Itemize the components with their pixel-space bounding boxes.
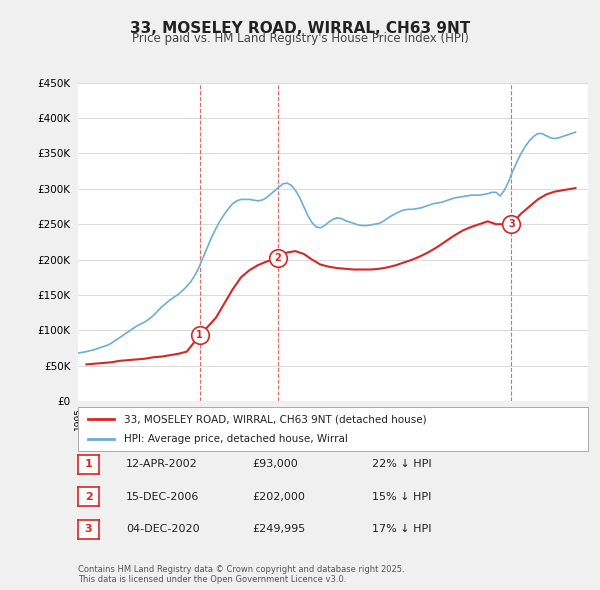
Text: 04-DEC-2020: 04-DEC-2020: [126, 525, 200, 534]
Text: 3: 3: [508, 219, 515, 229]
Text: Contains HM Land Registry data © Crown copyright and database right 2025.
This d: Contains HM Land Registry data © Crown c…: [78, 565, 404, 584]
Text: 2: 2: [275, 253, 281, 263]
Point: [506, 219, 516, 229]
Text: Price paid vs. HM Land Registry's House Price Index (HPI): Price paid vs. HM Land Registry's House …: [131, 32, 469, 45]
Text: 33, MOSELEY ROAD, WIRRAL, CH63 9NT: 33, MOSELEY ROAD, WIRRAL, CH63 9NT: [130, 21, 470, 35]
Text: £249,995: £249,995: [252, 525, 305, 534]
Text: 15% ↓ HPI: 15% ↓ HPI: [372, 492, 431, 502]
Text: 3: 3: [85, 525, 92, 534]
Text: 17% ↓ HPI: 17% ↓ HPI: [372, 525, 431, 534]
Text: 1: 1: [196, 330, 203, 340]
Text: 1: 1: [85, 460, 92, 469]
Text: £202,000: £202,000: [252, 492, 305, 502]
Text: 2: 2: [85, 492, 92, 502]
Point: [273, 254, 283, 263]
Text: 33, MOSELEY ROAD, WIRRAL, CH63 9NT (detached house): 33, MOSELEY ROAD, WIRRAL, CH63 9NT (deta…: [124, 415, 427, 424]
Text: 15-DEC-2006: 15-DEC-2006: [126, 492, 199, 502]
Point: [195, 330, 205, 340]
Text: 12-APR-2002: 12-APR-2002: [126, 460, 198, 469]
Text: HPI: Average price, detached house, Wirral: HPI: Average price, detached house, Wirr…: [124, 434, 348, 444]
Text: 22% ↓ HPI: 22% ↓ HPI: [372, 460, 431, 469]
Text: £93,000: £93,000: [252, 460, 298, 469]
